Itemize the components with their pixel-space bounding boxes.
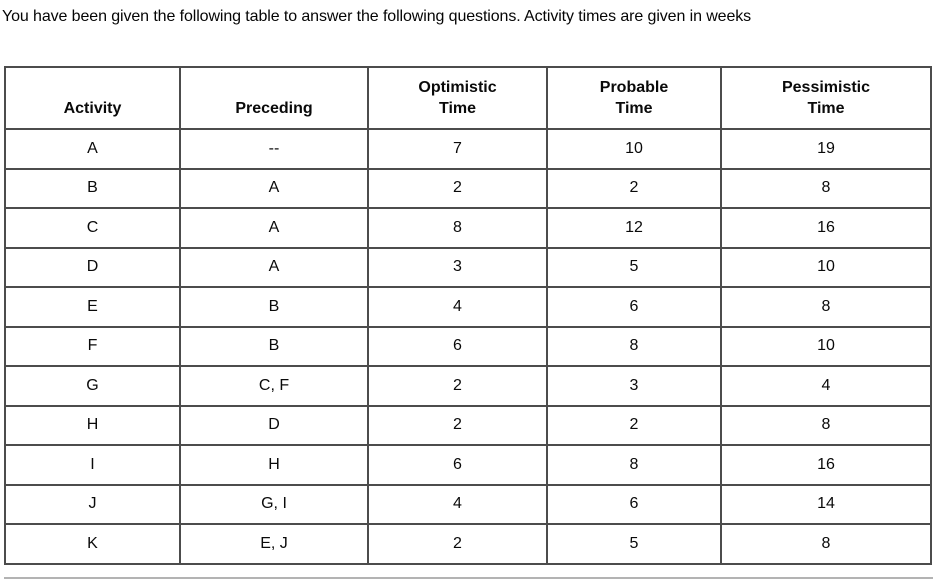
header-pessimistic: Pessimistic Time — [720, 66, 932, 130]
cell-pessimistic: 10 — [720, 246, 932, 288]
cell-preceding: E, J — [179, 523, 369, 565]
cell-preceding: C, F — [179, 365, 369, 407]
cell-optimistic: 4 — [367, 286, 548, 328]
cell-preceding: B — [179, 325, 369, 367]
cell-optimistic: 2 — [367, 404, 548, 446]
table-header: Activity Preceding Optimistic Time Proba… — [4, 66, 932, 130]
cell-probable: 2 — [546, 404, 722, 446]
cell-probable: 5 — [546, 246, 722, 288]
cell-preceding: -- — [179, 128, 369, 170]
cell-probable: 5 — [546, 523, 722, 565]
cell-optimistic: 3 — [367, 246, 548, 288]
cell-activity: F — [4, 325, 181, 367]
cell-optimistic: 8 — [367, 207, 548, 249]
cell-optimistic: 6 — [367, 325, 548, 367]
table-row: C A 8 12 16 — [4, 207, 932, 249]
cell-probable: 12 — [546, 207, 722, 249]
cell-optimistic: 2 — [367, 523, 548, 565]
cell-preceding: A — [179, 246, 369, 288]
table-row: F B 6 8 10 — [4, 325, 932, 367]
cell-pessimistic: 8 — [720, 167, 932, 209]
cell-probable: 10 — [546, 128, 722, 170]
cell-optimistic: 6 — [367, 444, 548, 486]
cell-activity: K — [4, 523, 181, 565]
cell-activity: E — [4, 286, 181, 328]
table-row: J G, I 4 6 14 — [4, 483, 932, 525]
activity-table: Activity Preceding Optimistic Time Proba… — [4, 66, 932, 565]
cell-preceding: H — [179, 444, 369, 486]
table-row: D A 3 5 10 — [4, 246, 932, 288]
cell-activity: I — [4, 444, 181, 486]
cell-pessimistic: 16 — [720, 207, 932, 249]
header-activity: Activity — [4, 66, 181, 130]
cell-probable: 3 — [546, 365, 722, 407]
cell-preceding: G, I — [179, 483, 369, 525]
header-probable: Probable Time — [546, 66, 722, 130]
cell-activity: H — [4, 404, 181, 446]
cell-pessimistic: 16 — [720, 444, 932, 486]
cell-probable: 6 — [546, 286, 722, 328]
cell-pessimistic: 19 — [720, 128, 932, 170]
cell-pessimistic: 14 — [720, 483, 932, 525]
cell-pessimistic: 4 — [720, 365, 932, 407]
cell-optimistic: 2 — [367, 365, 548, 407]
instruction-text: You have been given the following table … — [2, 8, 752, 25]
header-row: Activity Preceding Optimistic Time Proba… — [4, 66, 932, 130]
table-row: I H 6 8 16 — [4, 444, 932, 486]
cell-probable: 2 — [546, 167, 722, 209]
cell-pessimistic: 8 — [720, 286, 932, 328]
cell-preceding: B — [179, 286, 369, 328]
header-preceding: Preceding — [179, 66, 369, 130]
cell-probable: 8 — [546, 444, 722, 486]
cell-activity: A — [4, 128, 181, 170]
cell-preceding: A — [179, 167, 369, 209]
cell-optimistic: 7 — [367, 128, 548, 170]
cell-activity: B — [4, 167, 181, 209]
cell-optimistic: 2 — [367, 167, 548, 209]
cell-probable: 8 — [546, 325, 722, 367]
cell-pessimistic: 8 — [720, 404, 932, 446]
cell-optimistic: 4 — [367, 483, 548, 525]
cell-activity: C — [4, 207, 181, 249]
cell-probable: 6 — [546, 483, 722, 525]
clipped-next-row-border — [4, 577, 933, 579]
activity-table-body: A -- 7 10 19 B A 2 2 8 C A 8 12 16 D A 3 5 10 E B 4 6 8 F B 6 8 10 G C,… — [4, 128, 932, 565]
cell-pessimistic: 10 — [720, 325, 932, 367]
cell-preceding: D — [179, 404, 369, 446]
cell-activity: G — [4, 365, 181, 407]
cell-preceding: A — [179, 207, 369, 249]
header-optimistic: Optimistic Time — [367, 66, 548, 130]
table-row: A -- 7 10 19 — [4, 128, 932, 170]
cell-activity: D — [4, 246, 181, 288]
cell-pessimistic: 8 — [720, 523, 932, 565]
cell-activity: J — [4, 483, 181, 525]
